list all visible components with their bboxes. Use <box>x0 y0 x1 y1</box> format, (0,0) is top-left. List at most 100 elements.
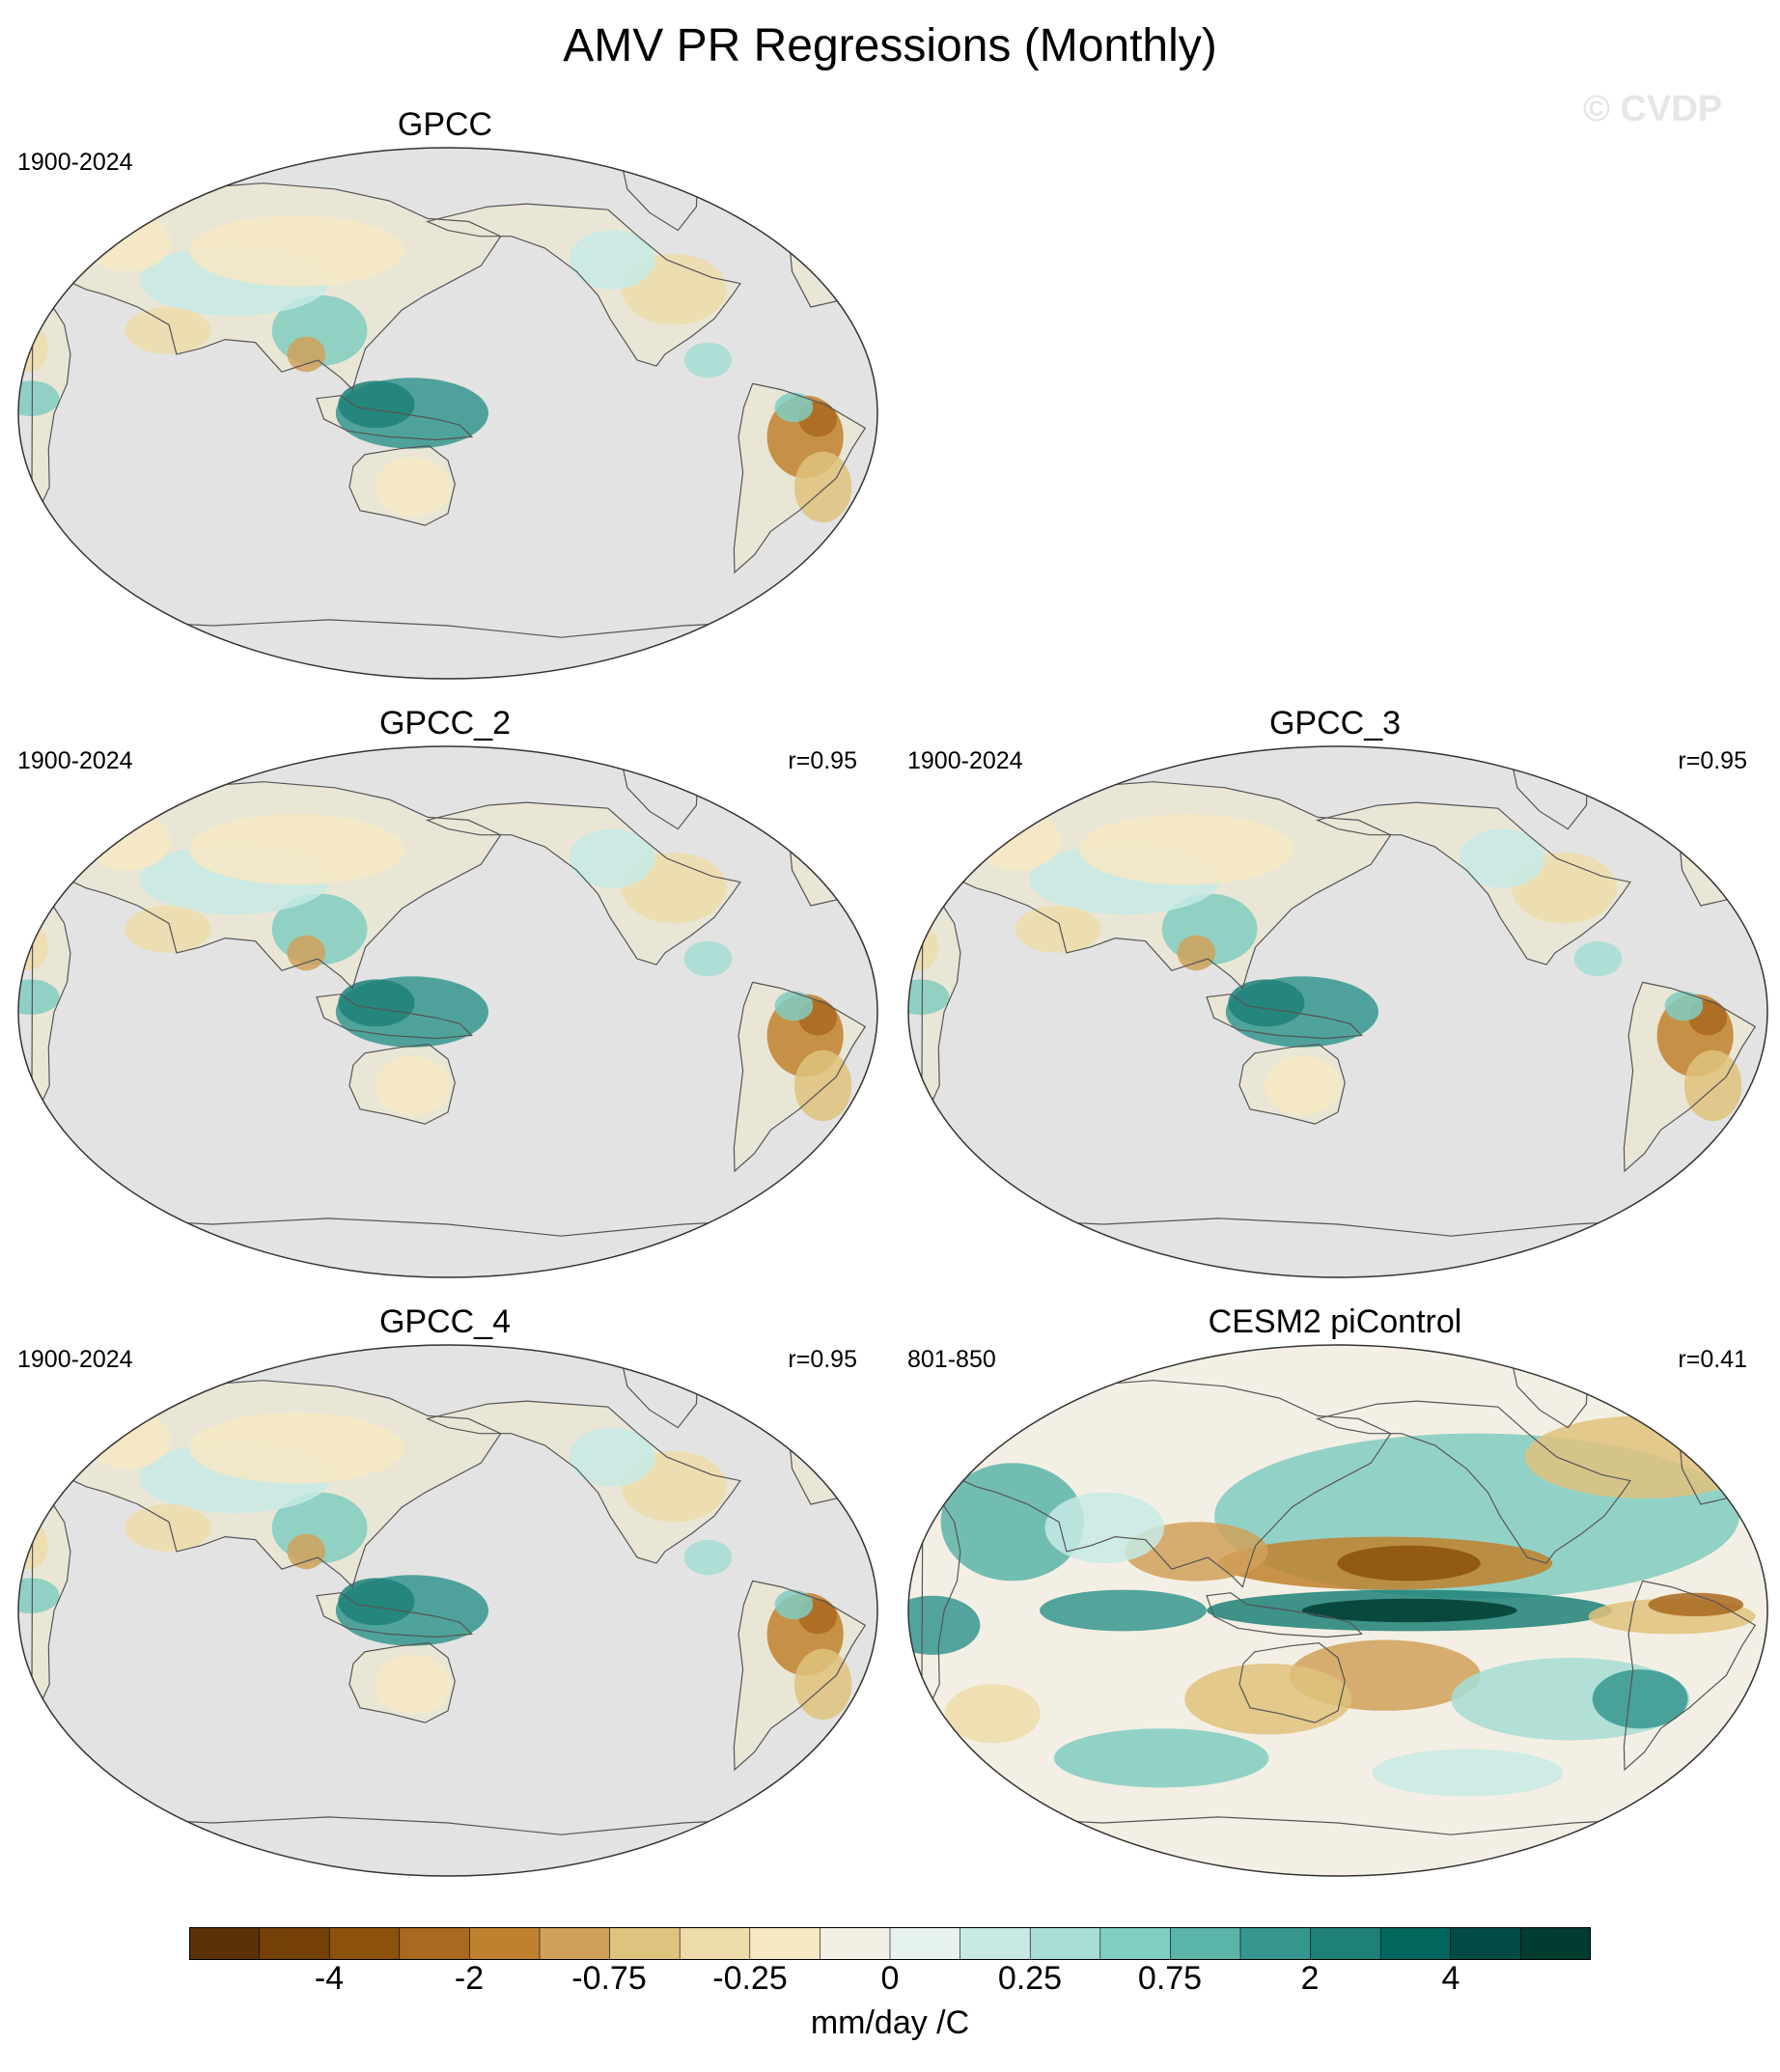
coastline-antarctica <box>980 1816 1696 1876</box>
coastline-asia <box>944 1380 1392 1588</box>
panel-correlation: r=0.41 <box>1678 1346 1747 1373</box>
colorbar-swatch <box>609 1927 681 1960</box>
panel-correlation: r=0.95 <box>788 1346 857 1373</box>
anomaly-patch <box>125 307 211 354</box>
panel-years: 1900-2024 <box>17 747 133 774</box>
colorbar-swatch <box>259 1927 330 1960</box>
anomaly-patch <box>188 814 404 885</box>
colorbar-tick-label: 2 <box>1300 1960 1320 1997</box>
coastline-asia <box>54 182 502 391</box>
panel-correlation: r=0.95 <box>1678 747 1747 774</box>
coastline-antarctica <box>90 1218 806 1277</box>
coastline-samerica <box>733 981 867 1173</box>
panel-title: GPCC_3 <box>1268 705 1402 742</box>
map-field <box>18 746 877 1277</box>
anomaly-patch <box>1265 1055 1342 1115</box>
coastline-antarctica <box>90 1816 806 1876</box>
colorbar-swatch <box>749 1927 820 1960</box>
anomaly-patch <box>1524 1415 1765 1498</box>
anomaly-patch <box>84 212 171 272</box>
colorbar-swatch <box>1170 1927 1241 1960</box>
panel-years: 1900-2024 <box>17 149 133 176</box>
anomaly-patch <box>683 1539 733 1576</box>
anomaly-patch <box>683 342 733 378</box>
anomaly-patch <box>1078 814 1294 885</box>
anomaly-patch <box>793 1648 852 1721</box>
colorbar-swatch <box>960 1927 1031 1960</box>
anomaly-patch <box>125 1504 211 1552</box>
land-namerica <box>427 802 740 966</box>
map-outline <box>17 1344 878 1877</box>
coastline-namerica <box>425 801 741 966</box>
panel-years: 1900-2024 <box>907 747 1023 774</box>
anomaly-patch <box>375 1654 452 1714</box>
coastline-australia <box>348 444 456 526</box>
anomaly-patch <box>1648 1592 1744 1617</box>
coastline-indonesia <box>1206 1592 1364 1638</box>
colorbar-swatch <box>1450 1927 1522 1960</box>
coastline-namerica <box>1315 1400 1631 1564</box>
colorbar-swatch <box>1520 1927 1591 1960</box>
coastline-australia <box>1238 1641 1346 1723</box>
coastline-namerica <box>1315 801 1631 966</box>
panel-title: GPCC_2 <box>378 705 512 742</box>
map-outline <box>907 745 1768 1278</box>
anomaly-patch <box>125 906 211 953</box>
colorbar-tick-label: -0.75 <box>571 1960 647 1997</box>
colorbar-swatch <box>539 1927 611 1960</box>
anomaly-patch <box>1040 1589 1207 1632</box>
anomaly-patch <box>188 1413 404 1484</box>
colorbar-units: mm/day /C <box>810 2004 970 2041</box>
colorbar-swatch <box>1029 1927 1101 1960</box>
panel-cesm2-picontrol: CESM2 piControl 801-850 r=0.41 <box>890 1303 1780 1902</box>
anomaly-patch <box>1053 1728 1269 1788</box>
panel-title: GPCC_4 <box>378 1303 512 1340</box>
land-namerica <box>427 1401 740 1564</box>
coastline-australia <box>1238 1043 1346 1125</box>
anomaly-patch <box>338 1578 415 1626</box>
anomaly-patch <box>1301 1598 1517 1623</box>
colorbar-swatch <box>679 1927 751 1960</box>
anomaly-patch <box>569 230 655 290</box>
anomaly-patch <box>84 811 171 871</box>
coastline-asia <box>54 1380 502 1588</box>
coastline-namerica <box>425 1400 741 1564</box>
land-namerica <box>1317 802 1630 966</box>
anomaly-patch <box>1573 940 1623 977</box>
land-namerica <box>427 204 740 367</box>
colorbar <box>189 1927 1591 1960</box>
coastline-australia <box>348 1641 456 1723</box>
anomaly-patch <box>18 380 60 417</box>
anomaly-patch <box>338 979 415 1027</box>
colorbar-tick-label: -2 <box>454 1960 485 1997</box>
figure-title: AMV PR Regressions (Monthly) <box>563 20 1217 71</box>
map-outline <box>907 1344 1768 1877</box>
watermark: © CVDP <box>1583 89 1723 129</box>
colorbar-frame <box>189 1927 1591 1960</box>
anomaly-patch <box>940 1463 1084 1582</box>
colorbar-swatch <box>889 1927 961 1960</box>
panel-correlation: r=0.95 <box>788 747 857 774</box>
regression-map <box>17 147 878 680</box>
anomaly-patch <box>188 215 404 287</box>
anomaly-patch <box>1337 1545 1481 1582</box>
regression-map <box>17 745 878 1278</box>
anomaly-patch <box>1592 1669 1688 1729</box>
coastline-samerica <box>733 1580 867 1772</box>
colorbar-swatch <box>328 1927 401 1960</box>
coastline-asia <box>54 781 502 990</box>
panel-gpcc-4: GPCC_4 1900-2024 r=0.95 <box>0 1303 890 1902</box>
coastline-asia <box>944 781 1392 990</box>
colorbar-tick-label: 0 <box>880 1960 900 1997</box>
regression-map <box>907 1344 1768 1877</box>
colorbar-swatch <box>820 1927 891 1960</box>
anomaly-patch <box>683 940 733 977</box>
colorbar-swatch <box>1310 1927 1381 1960</box>
colorbar-swatch <box>1099 1927 1171 1960</box>
panel-gpcc-2: GPCC_2 1900-2024 r=0.95 <box>0 705 890 1303</box>
anomaly-patch <box>84 1410 171 1470</box>
anomaly-patch <box>944 1684 1041 1744</box>
coastline-indonesia <box>316 395 474 441</box>
anomaly-patch <box>774 991 814 1022</box>
regression-map <box>907 745 1768 1278</box>
